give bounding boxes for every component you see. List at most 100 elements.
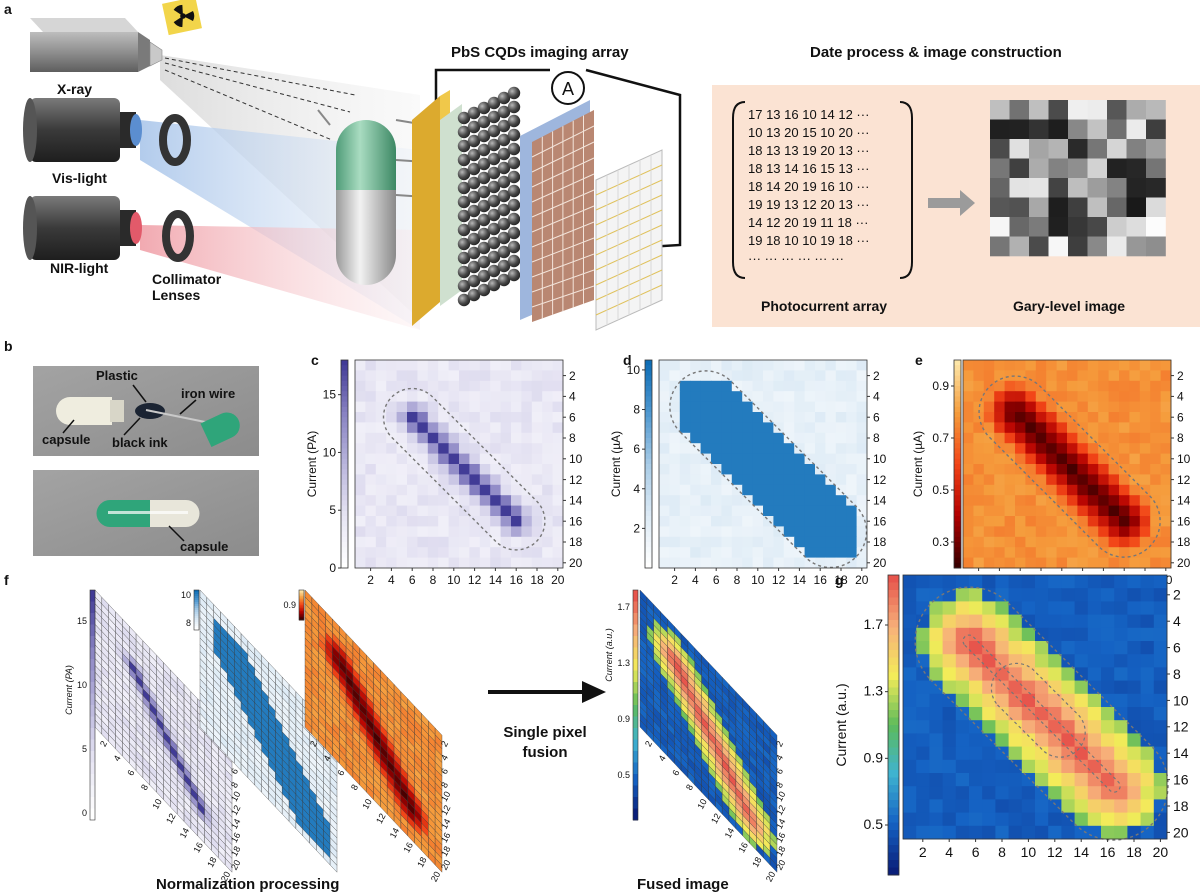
mini-colorbar-segment (90, 762, 95, 775)
heatmap-cell (427, 464, 439, 475)
heatmap-cell (1035, 453, 1047, 465)
colorbar-segment (954, 474, 961, 481)
heatmap-cell (825, 453, 837, 465)
colorbar-segment (888, 605, 899, 613)
heatmap-cell (721, 453, 733, 465)
heatmap-cell (1119, 557, 1130, 569)
heatmap-cell (1127, 575, 1141, 589)
heatmap-cell (916, 601, 930, 615)
heatmap-cell (794, 547, 805, 558)
colorbar-segment (888, 590, 899, 598)
colorbar-tick-label: 0.3 (932, 535, 949, 549)
heatmap-cell (448, 412, 460, 423)
heatmap-cell (1067, 391, 1078, 402)
colorbar-segment (954, 516, 961, 522)
heatmap-cell (846, 380, 857, 392)
heatmap-cell (490, 370, 501, 382)
heatmap-cell (969, 799, 983, 813)
heatmap-cell (903, 720, 917, 734)
heatmap-cell (1067, 474, 1078, 486)
heatmap-cell (1061, 575, 1075, 589)
heatmap-cell (994, 557, 1005, 569)
heatmap-cell (1008, 825, 1023, 840)
heatmap-cell (1035, 536, 1047, 548)
gray-pixel (1126, 119, 1147, 140)
heatmap-cell (994, 516, 1005, 527)
heatmap-cell (763, 401, 774, 413)
heatmap-cell (835, 536, 847, 548)
heatmap-cell (469, 453, 481, 465)
heatmap-cell (469, 495, 481, 506)
heatmap-cell (511, 495, 522, 506)
heatmap-cell (511, 443, 522, 454)
heatmap-cell (700, 484, 712, 496)
heatmap-cell (659, 401, 670, 413)
heatmap-cell (386, 516, 397, 527)
cqd-dot (497, 217, 511, 231)
heatmap-cell (752, 443, 764, 454)
colorbar-tick-label: 0.9 (864, 749, 884, 765)
gray-level-image (990, 100, 1166, 257)
heatmap-cell (479, 536, 491, 548)
heatmap-cell (469, 360, 481, 371)
heatmap-cell (417, 360, 429, 371)
heatmap-cell (1048, 786, 1062, 800)
mini-colorbar-segment (194, 628, 199, 631)
gray-pixel (1029, 178, 1049, 198)
heatmap-cell (459, 484, 470, 496)
heatmap-cell (1077, 360, 1089, 371)
heatmap-cell (773, 464, 785, 475)
skewed-map-d (199, 589, 338, 873)
mini-colorbar-segment (299, 618, 304, 621)
heatmap-cell (659, 474, 670, 486)
mini-colorbar-segment (90, 682, 95, 694)
heatmap-cell (994, 412, 1005, 423)
heatmap-cell (846, 484, 857, 496)
mini-colorbar-segment (194, 612, 199, 615)
heatmap-cell (1061, 812, 1075, 827)
gray-pixel (1126, 158, 1147, 179)
heatmap-cell (1035, 484, 1047, 496)
heatmap-cell (1140, 627, 1155, 642)
heatmap-cell (1087, 667, 1102, 681)
heatmap-cell (1025, 526, 1037, 538)
heatmap-cell (459, 547, 470, 558)
heatmap-cell (955, 733, 970, 747)
gray-pixel (1107, 178, 1127, 198)
heatmap-cell (742, 547, 753, 558)
heatmap-cell (942, 693, 957, 708)
colorbar-segment (341, 438, 348, 444)
heatmap-cell (448, 495, 460, 506)
colorbar-segment (341, 432, 348, 439)
y-tick-label: 20 (1177, 556, 1191, 570)
heatmap-cell (1129, 370, 1141, 382)
heatmap-cell (825, 432, 837, 444)
heatmap-cell (386, 547, 397, 558)
heatmap-cell (994, 443, 1005, 454)
heatmap-cell (438, 474, 449, 486)
cqd-dot (477, 157, 491, 171)
heatmap-cell (856, 547, 868, 558)
heatmap-cell (1004, 516, 1016, 527)
colorbar-segment (645, 380, 652, 387)
heatmap-cell (969, 773, 983, 787)
colorbar-segment (645, 557, 652, 564)
heatmap-cell (973, 536, 985, 548)
heatmap-cell (1048, 759, 1062, 774)
colorbar-segment (645, 406, 652, 413)
heatmap-cell (969, 746, 983, 761)
heatmap-cell (1046, 484, 1057, 496)
heatmap-cell (982, 707, 996, 721)
heatmap-cell (427, 422, 439, 434)
heatmap-cell (929, 799, 943, 813)
colorbar-segment (888, 702, 899, 711)
colorbar-tick-label: 8 (633, 403, 640, 417)
heatmap-cell (1127, 773, 1141, 787)
heatmap-cell (982, 601, 996, 615)
heatmap-cell (804, 474, 816, 486)
heatmap-cell (994, 401, 1005, 413)
heatmap-cell (929, 667, 943, 681)
heatmap-cell (846, 412, 857, 423)
electrode-layer (412, 96, 440, 326)
heatmap-cell (1160, 516, 1172, 527)
